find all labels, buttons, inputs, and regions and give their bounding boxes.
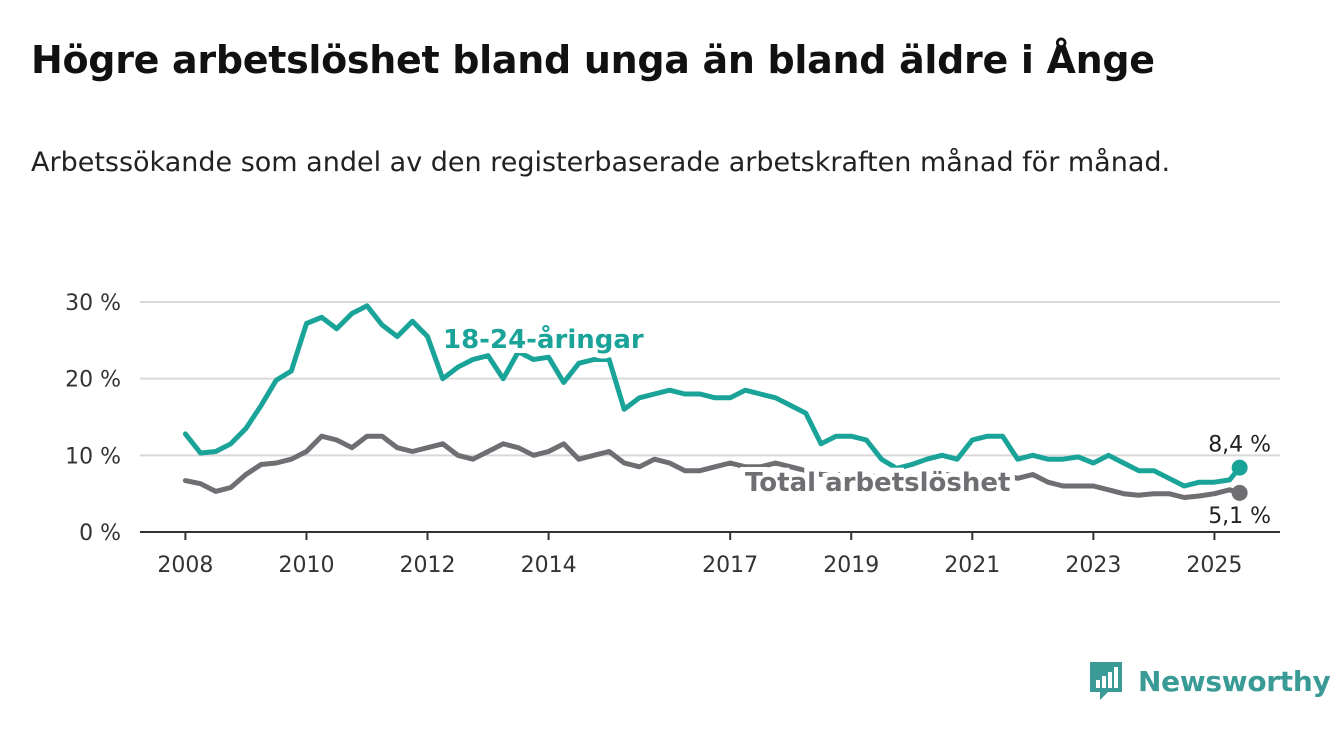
y-tick-label: 20 % xyxy=(65,368,121,393)
x-tick-label: 2014 xyxy=(521,553,577,578)
newsworthy-logo-icon xyxy=(1090,662,1122,700)
chart-subtitle: Arbetssökande som andel av den registerb… xyxy=(31,147,1171,178)
total-end-label: 5,1 % xyxy=(1208,504,1271,529)
x-tick-label: 2019 xyxy=(823,553,879,578)
brand-name: Newsworthy xyxy=(1138,664,1331,698)
x-tick-label: 2023 xyxy=(1065,553,1121,578)
total-series-label: Total arbetslöshet xyxy=(745,468,1010,498)
total-series-line xyxy=(182,433,1243,500)
total-end-point xyxy=(1231,484,1248,501)
y-tick-label: 0 % xyxy=(79,521,121,546)
x-tick-label: 2012 xyxy=(400,553,456,578)
y-tick-label: 30 % xyxy=(65,291,121,316)
line-chart: 0 % 10 % 20 % 30 % 2008 2010 2012 2014 2017 2019 2… xyxy=(65,291,1280,578)
chart-title: Högre arbetslöshet bland unga än bland ä… xyxy=(31,38,1155,82)
x-tick-label: 2021 xyxy=(944,553,1000,578)
brand-logo: Newsworthy xyxy=(1088,660,1331,702)
x-tick-label: 2010 xyxy=(278,553,334,578)
x-tick-label: 2008 xyxy=(157,553,213,578)
x-tick-label: 2017 xyxy=(702,553,758,578)
youth-series-line xyxy=(182,303,1243,489)
x-tick-label: 2025 xyxy=(1186,553,1242,578)
youth-end-label: 8,4 % xyxy=(1208,433,1271,458)
youth-series-label: 18-24-åringar xyxy=(443,323,644,355)
y-tick-label: 10 % xyxy=(65,444,121,469)
youth-end-point xyxy=(1231,459,1248,476)
